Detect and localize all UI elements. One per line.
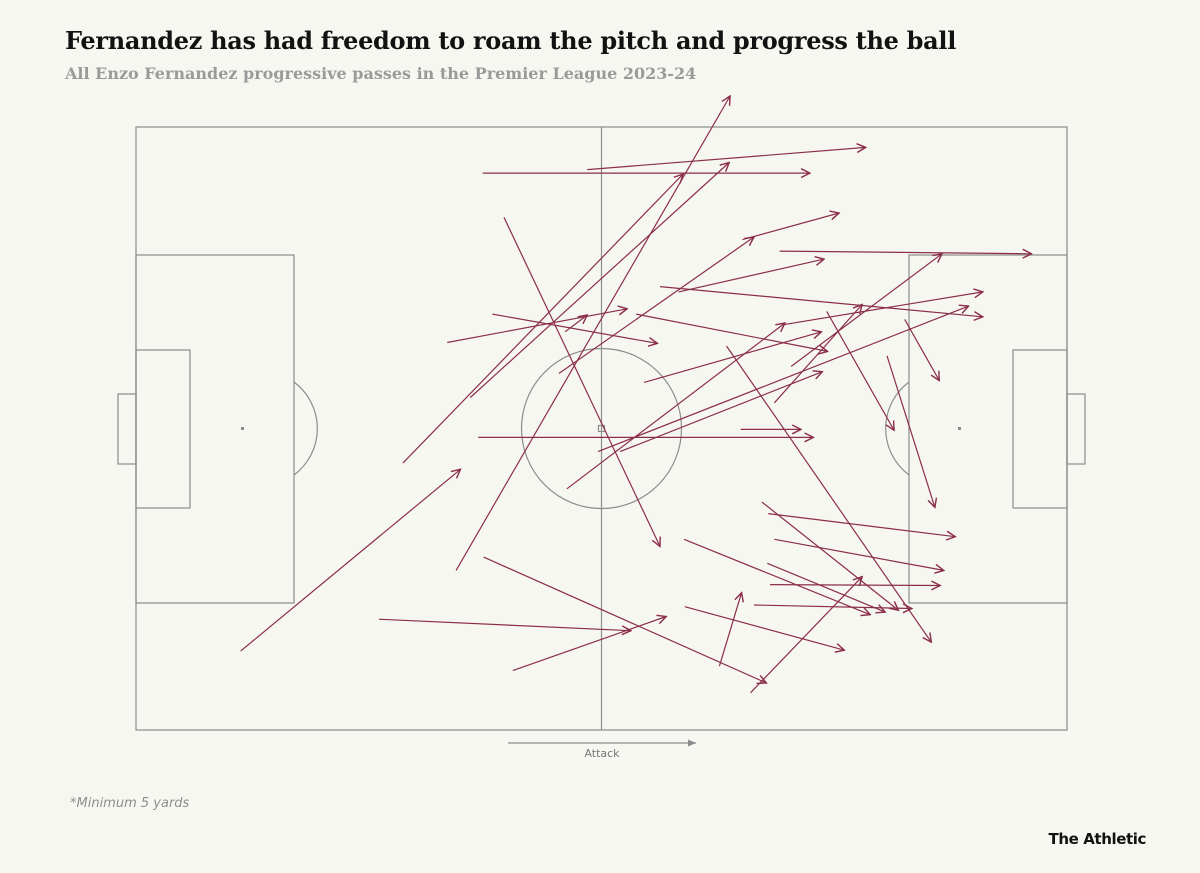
pitch-markings <box>117 126 1086 731</box>
pass-arrow-23 <box>684 606 845 651</box>
pass-arrow-5 <box>455 96 730 571</box>
pass-arrow-37 <box>779 251 1032 254</box>
left-penalty-area <box>135 254 295 604</box>
pass-arrow-2 <box>378 618 631 631</box>
pass-arrow-35 <box>783 292 983 326</box>
right-penalty-spot <box>958 427 961 430</box>
pass-arrow-34 <box>773 304 862 404</box>
right-six-yard-box <box>1012 349 1068 509</box>
pass-arrow-32 <box>683 538 870 614</box>
pass-arrow-27 <box>769 585 940 586</box>
pass-arrow-8 <box>469 163 729 398</box>
pass-arrow-38 <box>826 311 894 430</box>
pass-arrow-28 <box>767 562 885 612</box>
left-penalty-arc <box>293 381 318 476</box>
left-six-yard-box <box>135 349 191 509</box>
pass-arrow-4 <box>512 617 666 672</box>
pass-arrow-3 <box>483 556 767 683</box>
pass-arrow-39 <box>886 355 935 508</box>
pass-arrow-26 <box>753 605 912 609</box>
pass-arrow-24 <box>718 593 741 667</box>
pass-arrow-9 <box>447 309 627 344</box>
pass-arrow-20 <box>635 313 828 351</box>
pass-arrow-11 <box>503 217 660 546</box>
pass-arrow-42 <box>678 259 825 293</box>
right-penalty-area <box>908 254 1068 604</box>
pass-arrow-31 <box>761 501 899 610</box>
pass-arrow-25 <box>750 577 863 694</box>
attack-label: Attack <box>584 747 620 760</box>
pass-arrow-14 <box>587 147 865 171</box>
pass-arrows <box>240 96 1032 694</box>
brand-logo: The Athletic <box>1048 830 1147 848</box>
pass-arrow-36 <box>790 254 942 367</box>
pass-arrow-33 <box>726 345 932 642</box>
pass-arrow-21 <box>659 286 983 317</box>
pass-arrow-16 <box>566 323 785 490</box>
pass-arrow-18 <box>619 372 822 453</box>
right-penalty-arc <box>885 381 910 476</box>
pass-arrow-19 <box>643 332 821 383</box>
left-penalty-spot <box>241 427 244 430</box>
left-goal <box>117 393 137 465</box>
pass-arrow-12 <box>564 315 587 333</box>
right-goal <box>1066 393 1086 465</box>
chart-title: Fernandez has had freedom to roam the pi… <box>65 26 957 55</box>
pass-arrow-17 <box>597 306 969 453</box>
pass-arrow-29 <box>774 538 943 570</box>
pass-arrow-6 <box>402 174 683 464</box>
chart-subtitle: All Enzo Fernandez progressive passes in… <box>65 64 697 83</box>
pass-arrow-30 <box>768 513 955 537</box>
pass-arrow-15 <box>558 237 754 374</box>
pass-arrow-10 <box>492 313 657 343</box>
footnote: *Minimum 5 yards <box>70 796 190 811</box>
pass-arrow-22 <box>742 213 840 241</box>
pass-arrow-41 <box>904 319 940 380</box>
centre-circle <box>520 347 683 510</box>
pass-arrow-1 <box>240 469 461 652</box>
